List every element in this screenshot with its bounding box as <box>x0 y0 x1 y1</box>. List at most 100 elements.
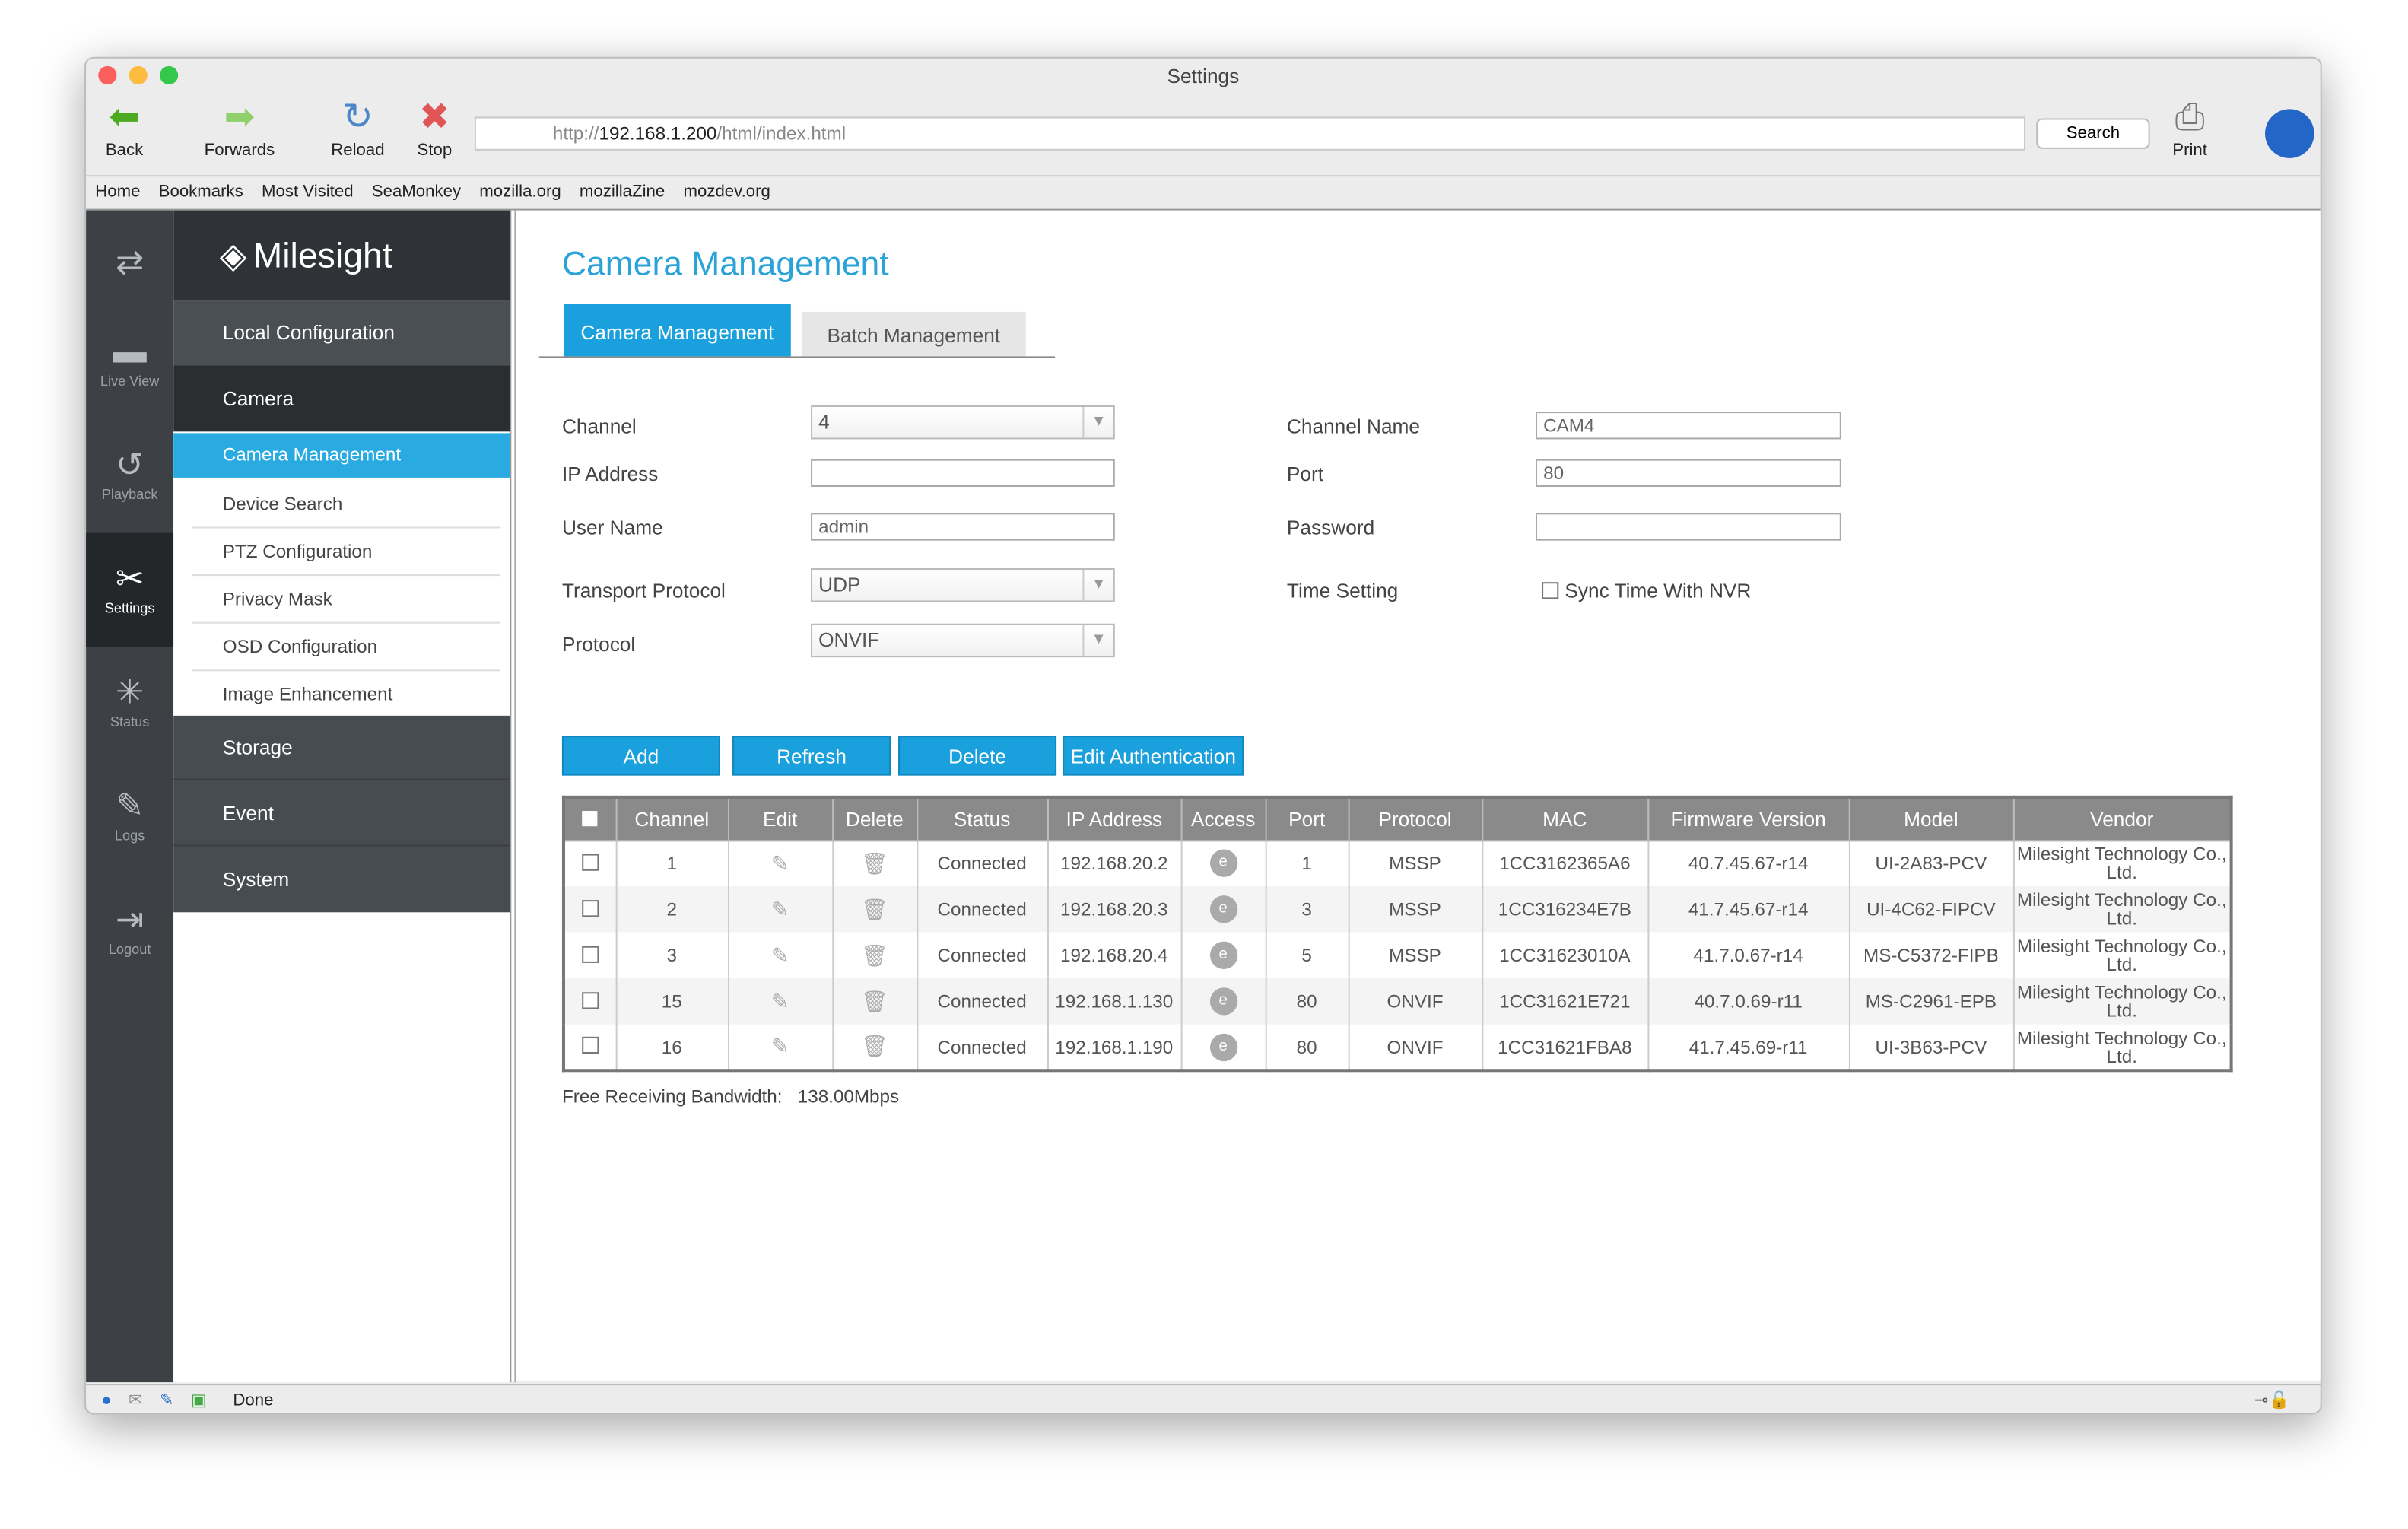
pencil-icon: ✎ <box>770 1033 789 1059</box>
menu-image-enhancement[interactable]: Image Enhancement <box>173 671 510 719</box>
close-window-button[interactable] <box>98 65 117 85</box>
access-button[interactable]: e <box>1180 885 1266 933</box>
port-label: Port <box>1286 462 1324 486</box>
delete-row-button[interactable]: 🗑 <box>831 978 918 1025</box>
bookmark-mozilla[interactable]: mozilla.org <box>479 183 561 202</box>
menu-device-search[interactable]: Device Search <box>173 481 510 529</box>
edit-button[interactable]: ✎ <box>726 885 834 933</box>
search-button[interactable]: Search <box>2036 118 2150 149</box>
status-cell: Connected <box>916 1024 1048 1071</box>
sidebar-logs[interactable]: ✎ Logs <box>86 785 173 844</box>
live-view-label: Live View <box>100 373 160 389</box>
menu-storage[interactable]: Storage <box>173 715 510 780</box>
sidebar-logout[interactable]: ⇥ Logout <box>86 898 173 957</box>
model-cell: UI-2A83-PCV <box>1847 840 2014 886</box>
ip-cell: 192.168.1.130 <box>1046 978 1182 1025</box>
ip-address-input[interactable] <box>811 459 1115 488</box>
transport-protocol-select[interactable]: UDP ▼ <box>811 568 1115 602</box>
bookmark-seamonkey[interactable]: SeaMonkey <box>371 183 462 202</box>
browser-access-icon: e <box>1209 987 1237 1016</box>
add-button[interactable]: Add <box>561 736 720 776</box>
url-bar[interactable]: http://192.168.1.200/html/index.html <box>474 116 2026 151</box>
menu-osd-configuration[interactable]: OSD Configuration <box>173 624 510 672</box>
delete-row-button[interactable]: 🗑 <box>831 840 918 886</box>
zoom-window-button[interactable] <box>159 65 179 85</box>
row-checkbox[interactable] <box>562 932 617 979</box>
tab-batch-management[interactable]: Batch Management <box>801 311 1026 357</box>
print-label: Print <box>2172 141 2207 160</box>
edit-button[interactable]: ✎ <box>726 932 834 979</box>
menu-privacy-mask[interactable]: Privacy Mask <box>173 576 510 624</box>
seamonkey-logo-icon <box>2265 109 2314 158</box>
forwards-button[interactable]: ➡ Forwards <box>201 95 278 160</box>
composer-icon[interactable]: ✎ <box>159 1391 174 1410</box>
sidebar-playback[interactable]: ↺ Playback <box>86 443 173 503</box>
tab-camera-management[interactable]: Camera Management <box>563 304 791 357</box>
edit-button[interactable]: ✎ <box>726 978 834 1025</box>
bookmark-mozillazine[interactable]: mozillaZine <box>579 183 666 202</box>
menu-system[interactable]: System <box>173 846 510 913</box>
logo-text: Milesight <box>253 234 392 275</box>
mac-cell: 1CC31621FBA8 <box>1481 1024 1649 1071</box>
column-header: Vendor <box>2012 796 2232 841</box>
sidebar-settings[interactable]: ✂ Settings <box>86 532 174 647</box>
delete-row-button[interactable]: 🗑 <box>831 932 918 979</box>
logout-label: Logout <box>108 941 151 957</box>
access-button[interactable]: e <box>1180 978 1266 1025</box>
row-checkbox[interactable] <box>562 840 617 886</box>
ip-address-label: IP Address <box>561 462 659 486</box>
minimize-window-button[interactable] <box>129 65 148 85</box>
sidebar-live-view[interactable]: ▬ Live View <box>86 330 173 389</box>
edit-authentication-button[interactable]: Edit Authentication <box>1063 736 1244 776</box>
image-enh-label: Image Enhancement <box>222 683 393 705</box>
row-checkbox[interactable] <box>562 885 617 933</box>
channel-name-input[interactable]: CAM4 <box>1536 412 1841 440</box>
channel-select[interactable]: 4 ▼ <box>811 405 1115 440</box>
refresh-button[interactable]: Refresh <box>732 736 891 776</box>
delete-row-button[interactable]: 🗑 <box>831 1024 918 1071</box>
user-name-input[interactable]: admin <box>811 513 1115 541</box>
row-checkbox[interactable] <box>562 978 617 1025</box>
bookmark-bookmarks[interactable]: Bookmarks <box>158 183 243 202</box>
logs-label: Logs <box>114 828 145 844</box>
sidebar-status[interactable]: ✳ Status <box>86 671 173 730</box>
menu-camera-management[interactable]: Camera Management <box>173 433 510 478</box>
port-cell: 1 <box>1264 840 1349 886</box>
sync-time-checkbox[interactable]: Sync Time With NVR <box>1542 579 1751 602</box>
menu-local-configuration[interactable]: Local Configuration <box>173 300 510 366</box>
row-checkbox[interactable] <box>562 1024 617 1071</box>
column-header: MAC <box>1481 796 1649 841</box>
address-book-icon[interactable]: ▣ <box>190 1391 207 1410</box>
bookmark-mozdev[interactable]: mozdev.org <box>683 183 770 202</box>
reload-button[interactable]: ↻ Reload <box>319 95 396 160</box>
delete-button[interactable]: Delete <box>898 736 1057 776</box>
switch-button[interactable]: ⇄ <box>86 241 173 285</box>
select-all-checkbox[interactable] <box>562 796 617 841</box>
playback-label: Playback <box>101 487 158 503</box>
table-row: 2 ✎ 🗑 Connected 192.168.20.3 e 3 MSSP 1CC316234E… <box>562 885 2232 933</box>
navigator-icon[interactable]: ● <box>101 1391 112 1410</box>
edit-button[interactable]: ✎ <box>726 840 834 886</box>
protocol-select[interactable]: ONVIF ▼ <box>811 623 1115 658</box>
access-button[interactable]: e <box>1180 840 1266 886</box>
access-button[interactable]: e <box>1180 932 1266 979</box>
tab-underline <box>538 356 1056 358</box>
column-header: Model <box>1847 796 2014 841</box>
print-button[interactable]: ⎙ Print <box>2152 95 2229 160</box>
mac-cell: 1CC3162365A6 <box>1481 840 1649 886</box>
delete-row-button[interactable]: 🗑 <box>831 885 918 933</box>
edit-button[interactable]: ✎ <box>726 1024 834 1071</box>
stop-button[interactable]: ✖ Stop <box>396 95 473 160</box>
mail-icon[interactable]: ✉ <box>129 1391 143 1410</box>
port-input[interactable]: 80 <box>1536 459 1841 488</box>
back-button[interactable]: ⬅ Back <box>86 95 163 160</box>
menu-ptz-configuration[interactable]: PTZ Configuration <box>173 529 510 577</box>
menu-event[interactable]: Event <box>173 780 510 847</box>
password-input[interactable] <box>1536 513 1841 541</box>
menu-camera[interactable]: Camera <box>173 365 510 432</box>
bookmark-most-visited[interactable]: Most Visited <box>261 183 354 202</box>
page-content: ⇄ ▬ Live View ↺ Playback ✂ Settings ✳ Status… <box>86 208 2321 1383</box>
bookmark-home[interactable]: Home <box>95 183 141 202</box>
column-header: Edit <box>726 796 834 841</box>
access-button[interactable]: e <box>1180 1024 1266 1071</box>
